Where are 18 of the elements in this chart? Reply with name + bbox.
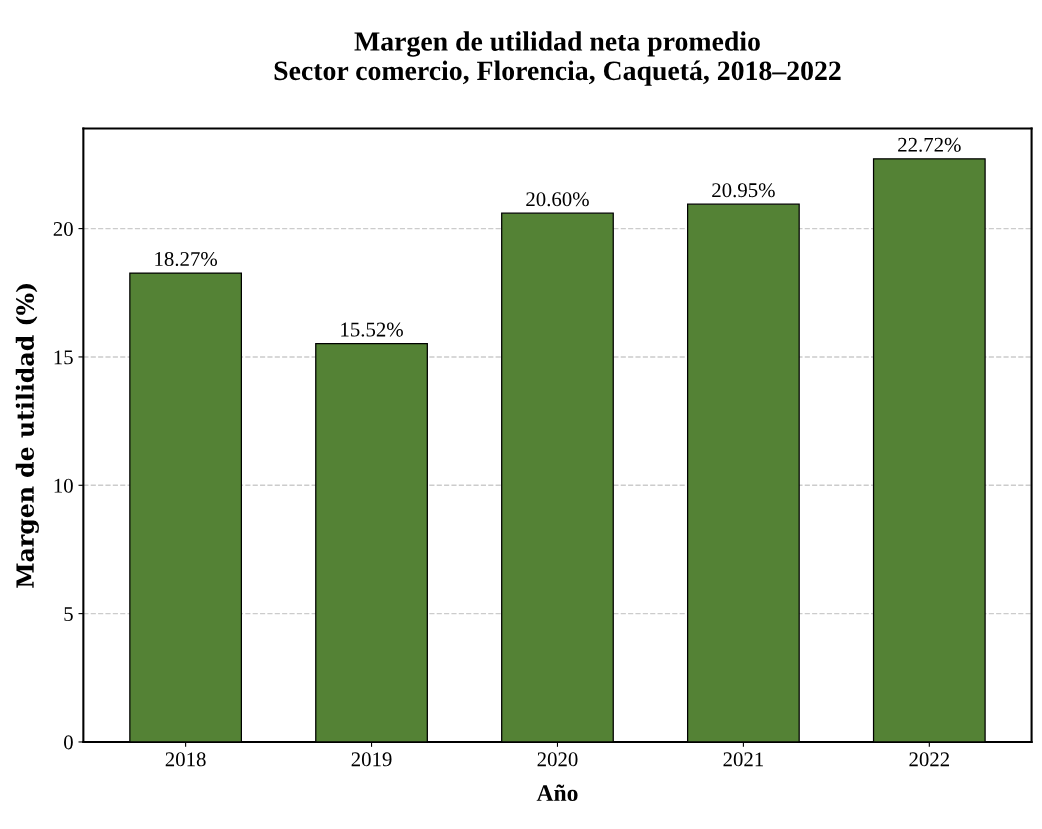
y-axis-title: Margen de utilidad (%) bbox=[15, 284, 39, 588]
data-label: 22.72% bbox=[898, 137, 961, 152]
x-tick-label: 2020 bbox=[537, 752, 578, 767]
y-tick-label: 10 bbox=[54, 478, 73, 493]
x-axis-title: Año bbox=[536, 784, 578, 802]
x-tick-label: 2018 bbox=[165, 752, 206, 767]
chart-title: Margen de utilidad neta promedio Sector comercio, Florencia, Caquetá, 2018–2022 bbox=[274, 31, 841, 86]
y-tick-label: 15 bbox=[54, 350, 73, 365]
x-tick-label: 2021 bbox=[723, 752, 763, 767]
y-tick-label: 0 bbox=[64, 735, 73, 750]
data-label: 18.27% bbox=[155, 251, 218, 267]
x-tick-label: 2019 bbox=[351, 752, 392, 767]
data-label: 20.95% bbox=[712, 183, 775, 198]
y-tick-label: 5 bbox=[64, 607, 73, 622]
data-label: 20.60% bbox=[526, 192, 589, 207]
y-tick-label: 20 bbox=[53, 221, 73, 237]
data-label: 15.52% bbox=[341, 322, 403, 337]
x-tick-label: 2022 bbox=[909, 752, 950, 767]
